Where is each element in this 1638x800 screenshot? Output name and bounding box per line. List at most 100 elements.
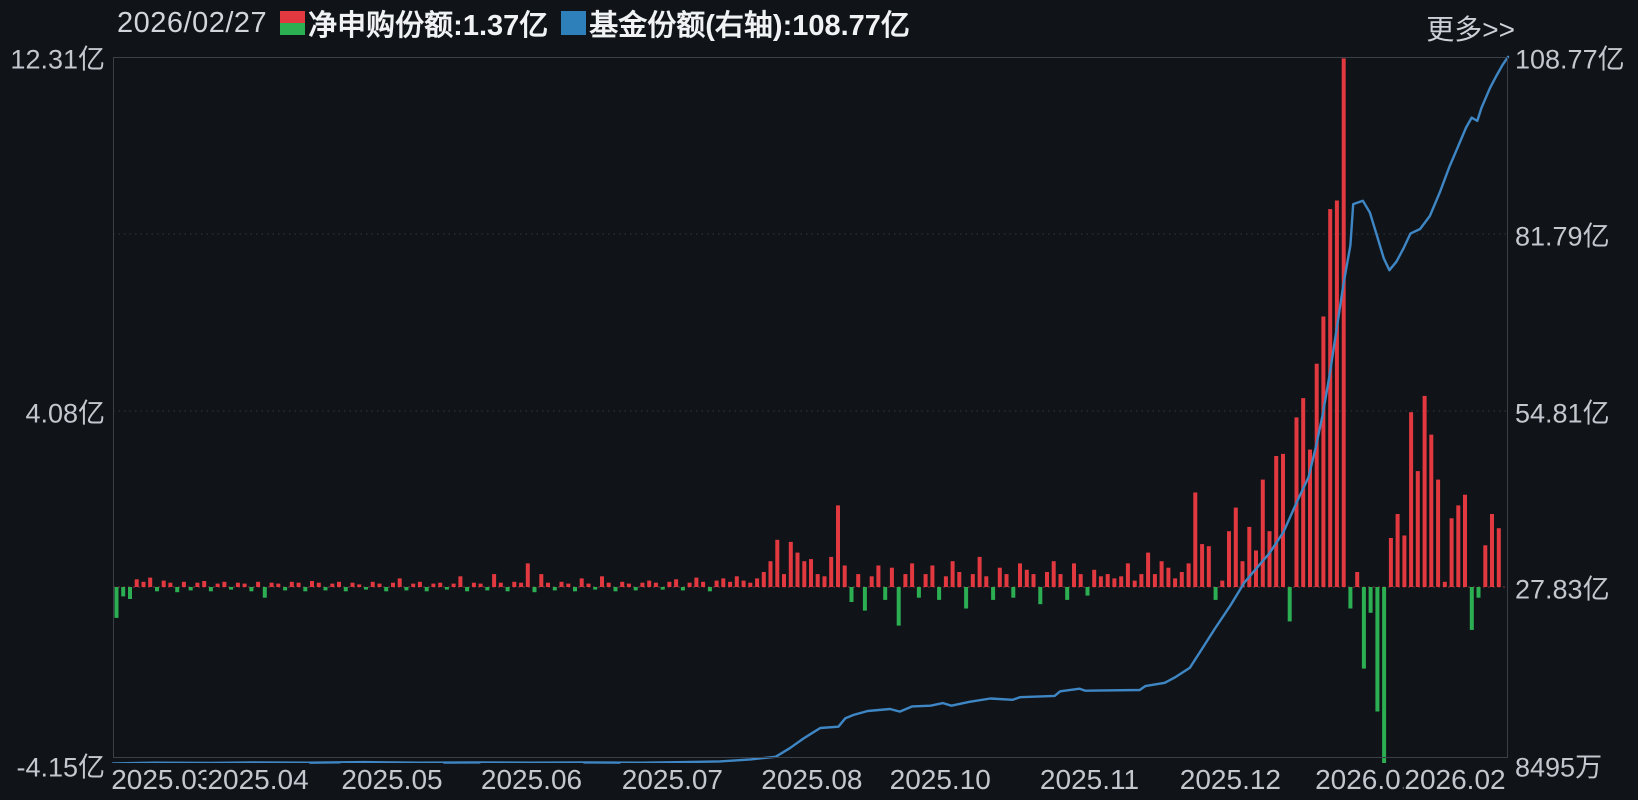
net-subscription-bar — [195, 582, 200, 587]
net-subscription-bar — [539, 574, 544, 587]
net-subscription-bar — [208, 587, 213, 592]
net-subscription-bar — [728, 581, 733, 587]
net-subscription-bar — [478, 583, 483, 587]
net-subscription-bar — [458, 576, 463, 587]
net-subscription-bar — [1442, 581, 1447, 587]
chart-plot-area[interactable] — [111, 55, 1510, 766]
net-subscription-bar — [653, 582, 658, 587]
net-subscription-bar — [566, 583, 571, 587]
net-subscription-bar — [505, 587, 510, 592]
net-subscription-bar — [755, 578, 760, 587]
net-subscription-bar — [202, 581, 207, 587]
net-subscription-bar — [674, 579, 679, 587]
net-subscription-bar — [613, 587, 618, 592]
net-subscription-bar — [1267, 531, 1272, 587]
legend-item-fund-shares: 基金份额(右轴):108.77亿 — [561, 2, 910, 44]
x-axis-label: 2025.06 — [479, 763, 584, 797]
net-subscription-bar — [431, 583, 436, 587]
net-subscription-bar — [512, 581, 517, 587]
net-subscription-bar — [950, 561, 955, 587]
net-subscription-bar — [276, 583, 281, 587]
legend-item-net-subscription: 净申购份额:1.37亿 — [280, 2, 548, 44]
net-subscription-bar — [1031, 574, 1036, 587]
net-subscription-bar — [1166, 567, 1171, 587]
net-subscription-bar — [377, 583, 382, 587]
net-subscription-bar — [465, 587, 470, 592]
x-axis-label: 2025.03 — [110, 763, 214, 797]
net-subscription-bar — [573, 587, 577, 592]
net-subscription-bar — [161, 580, 166, 587]
net-subscription-bar — [633, 587, 638, 591]
net-subscription-bar — [269, 582, 274, 587]
net-subscription-bar — [647, 580, 652, 587]
net-subscription-bar — [1065, 587, 1070, 600]
net-subscription-bar — [1125, 563, 1130, 587]
net-subscription-bar — [977, 556, 982, 587]
net-subscription-bar — [1328, 209, 1333, 587]
more-link[interactable]: 更多>> — [1426, 14, 1515, 45]
net-subscription-bar — [1132, 580, 1137, 587]
net-subscription-bar — [1220, 580, 1225, 587]
net-subscription-bar — [600, 576, 604, 587]
chart-header: 2026/02/27 净申购份额:1.37亿 基金份额(右轴):108.77亿 — [0, 0, 1638, 46]
net-subscription-bar — [626, 583, 631, 587]
line-series-swatch-icon — [561, 11, 587, 35]
net-subscription-bar — [310, 581, 314, 587]
net-subscription-bar — [640, 582, 645, 587]
net-subscription-bar — [155, 587, 159, 592]
net-subscription-bar — [889, 567, 894, 587]
net-subscription-bar — [829, 556, 834, 587]
x-axis-label: 2025.04 — [206, 763, 310, 797]
net-subscription-bar — [741, 580, 746, 587]
net-subscription-bar — [1469, 587, 1474, 630]
net-subscription-bar — [761, 572, 766, 587]
net-subscription-bar — [1011, 587, 1016, 598]
net-subscription-bar — [970, 574, 975, 587]
net-subscription-bar — [782, 574, 786, 587]
net-subscription-bar — [1018, 563, 1022, 587]
net-subscription-bar — [1078, 574, 1083, 587]
net-subscription-bar — [593, 587, 598, 590]
net-subscription-bar — [1341, 58, 1346, 587]
net-subscription-bar — [242, 583, 247, 587]
net-subscription-bar — [862, 587, 867, 611]
bar-series-swatch-icon — [280, 11, 306, 35]
net-subscription-bar — [1409, 412, 1414, 587]
net-subscription-bar — [451, 583, 456, 587]
net-subscription-bar — [141, 581, 146, 587]
net-subscription-bar — [303, 587, 308, 592]
net-subscription-bar — [1375, 587, 1380, 712]
x-axis-label: 2025.12 — [1178, 763, 1282, 797]
net-subscription-bar — [896, 587, 901, 626]
net-subscription-bar — [997, 567, 1002, 587]
net-subscription-bar — [411, 583, 416, 587]
net-subscription-bar — [1301, 398, 1306, 587]
net-subscription-bar — [316, 582, 321, 587]
net-subscription-bar — [768, 561, 773, 587]
net-subscription-bar — [1173, 578, 1178, 587]
net-subscription-bar — [404, 587, 409, 591]
net-subscription-bar — [343, 587, 348, 592]
right-y-axis: 108.77亿 81.79亿 54.81亿 27.83亿 8495万 — [1515, 45, 1635, 783]
net-subscription-bar — [1240, 561, 1245, 587]
chart-canvas[interactable] — [111, 55, 1510, 766]
net-subscription-bar — [370, 581, 375, 587]
net-subscription-bar — [330, 583, 335, 587]
net-subscription-bar — [1024, 569, 1029, 587]
net-subscription-bar — [869, 576, 874, 587]
net-subscription-bar — [1186, 563, 1191, 587]
net-subscription-bar — [121, 587, 126, 597]
net-subscription-bar — [384, 587, 389, 592]
net-subscription-bar — [1382, 587, 1387, 766]
net-subscription-bar — [701, 581, 706, 587]
x-axis-label: 2025.08 — [760, 763, 864, 797]
net-subscription-bar — [128, 587, 132, 599]
net-subscription-bar — [337, 581, 341, 587]
net-subscription-bar — [748, 582, 753, 587]
net-subscription-bar — [1247, 526, 1252, 587]
line-series-legend-label: 基金份额(右轴):108.77亿 — [589, 10, 910, 42]
net-subscription-bar — [1348, 587, 1353, 609]
net-subscription-bar — [438, 582, 443, 587]
net-subscription-bar — [323, 587, 328, 591]
net-subscription-bar — [235, 582, 240, 587]
